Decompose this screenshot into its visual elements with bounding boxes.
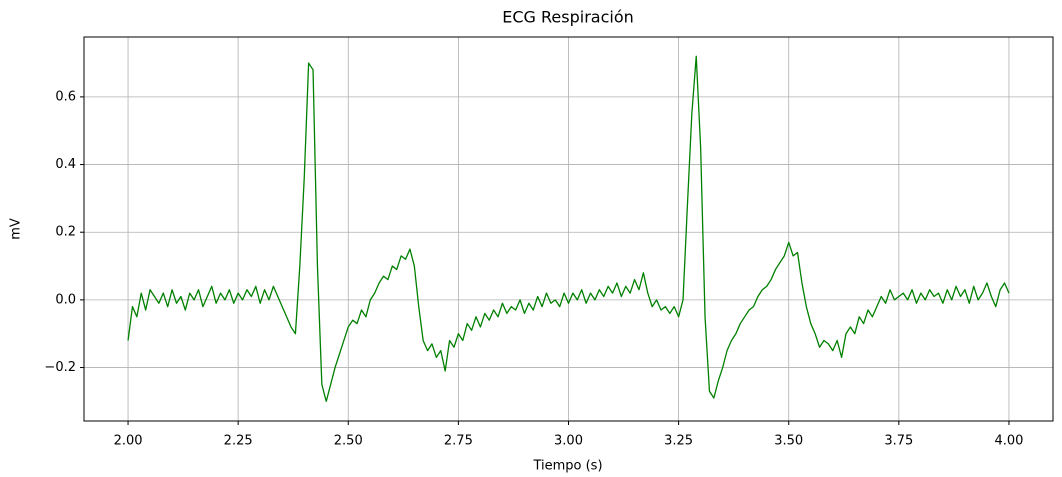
chart-title: ECG Respiración (502, 8, 634, 27)
x-tick-label: 3.75 (884, 434, 913, 449)
y-tick-label: 0.2 (55, 225, 76, 240)
x-tick-label: 3.50 (774, 434, 803, 449)
x-tick-label: 2.50 (334, 434, 363, 449)
x-axis-label: Tiempo (s) (532, 459, 602, 474)
x-tick-label: 3.00 (554, 434, 583, 449)
x-tick-label: 2.75 (444, 434, 473, 449)
x-tick-label: 2.00 (114, 434, 143, 449)
y-axis-label: mV (9, 218, 24, 240)
x-tick-label: 4.00 (994, 434, 1023, 449)
y-tick-label: 0.0 (55, 292, 76, 307)
ecg-line (127, 55, 1010, 403)
y-tick-label: 0.6 (55, 89, 76, 104)
x-tick-label: 3.25 (664, 434, 693, 449)
x-tick-label: 2.25 (224, 434, 253, 449)
plot-frame (83, 36, 1054, 422)
y-tick-label: −0.2 (44, 360, 76, 375)
y-tick-label: 0.4 (55, 157, 76, 172)
